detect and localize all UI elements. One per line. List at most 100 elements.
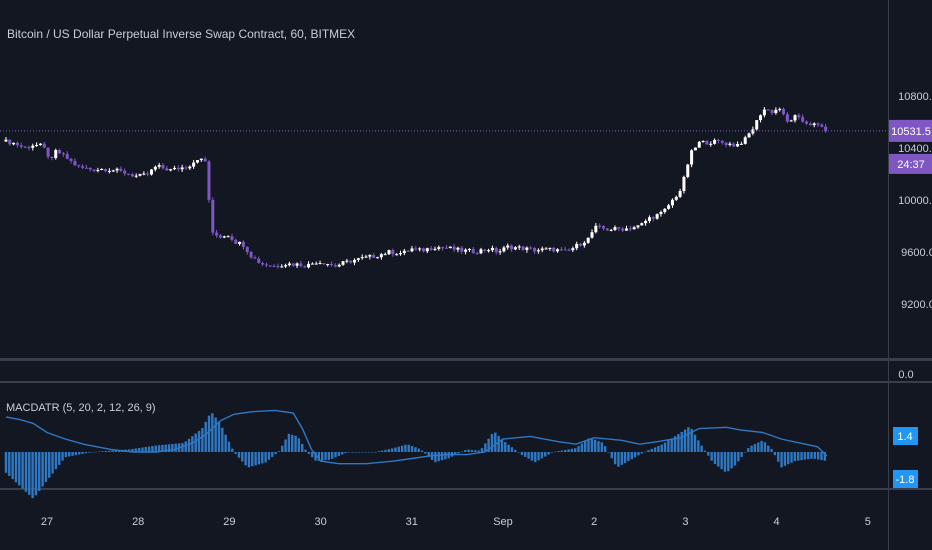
- histogram-bar: [161, 444, 164, 452]
- countdown-badge-text: 24:37: [897, 159, 925, 171]
- histogram-bar: [673, 436, 677, 452]
- candle-body: [437, 247, 441, 249]
- histogram-bar: [377, 451, 380, 452]
- histogram-bar: [284, 439, 287, 452]
- histogram-bar: [683, 429, 687, 452]
- candle-body: [176, 167, 180, 170]
- candle-body: [146, 173, 150, 175]
- candle-body: [716, 139, 720, 141]
- candle-body: [598, 225, 602, 227]
- candle-body: [640, 223, 644, 226]
- candle-body: [682, 176, 686, 192]
- candle-body: [697, 141, 701, 148]
- candle-body: [441, 247, 445, 249]
- candle-body: [15, 142, 19, 146]
- histogram-bar: [107, 450, 111, 452]
- histogram-bar: [281, 445, 284, 452]
- candle-body: [797, 115, 801, 118]
- histogram-bar: [470, 449, 474, 452]
- candle-body: [724, 142, 728, 145]
- candle-body: [211, 199, 215, 233]
- histogram-bar: [713, 452, 717, 465]
- histogram-bar: [291, 434, 294, 452]
- histogram-bar: [807, 452, 810, 460]
- histogram-bar: [780, 452, 783, 468]
- histogram-bar: [520, 452, 524, 455]
- candle-body: [184, 167, 188, 169]
- histogram-bar: [720, 452, 723, 470]
- candle-body: [272, 265, 276, 267]
- candle-body: [215, 232, 219, 236]
- histogram-bar: [620, 452, 623, 465]
- histogram-bar: [627, 452, 630, 462]
- candle-body: [410, 248, 414, 252]
- candle-body: [12, 142, 16, 145]
- indicator-lower-badge: [893, 470, 918, 488]
- candle-body: [50, 156, 54, 158]
- candle-body: [395, 254, 399, 256]
- histogram-bar: [374, 451, 377, 453]
- histogram-bar: [680, 431, 683, 452]
- histogram-bar: [554, 451, 557, 453]
- histogram-bar: [434, 452, 437, 463]
- candle-body: [475, 252, 479, 254]
- candle-body: [460, 247, 464, 252]
- candle-body: [429, 248, 433, 250]
- candle-body: [444, 247, 448, 249]
- histogram-bar: [670, 438, 673, 452]
- histogram-bar: [424, 452, 427, 454]
- candle-body: [816, 123, 820, 125]
- histogram-bar: [171, 443, 174, 452]
- candle-body: [42, 143, 46, 148]
- candle-body: [471, 248, 475, 253]
- histogram-bar: [563, 449, 567, 452]
- candle-body: [770, 110, 774, 114]
- candle-body: [510, 245, 514, 250]
- candle-body: [824, 126, 828, 132]
- candle-body: [299, 263, 303, 267]
- candle-body: [107, 170, 111, 172]
- candle-body: [326, 264, 330, 266]
- histogram-bar: [457, 452, 460, 454]
- histogram-bar: [311, 452, 314, 458]
- histogram-bar: [494, 432, 497, 452]
- histogram-bar: [623, 452, 627, 463]
- histogram-bar: [181, 443, 184, 452]
- histogram-bar: [94, 451, 98, 453]
- candle-body: [632, 227, 636, 230]
- candle-body: [728, 143, 732, 145]
- candle-body: [249, 252, 253, 258]
- candle-body: [38, 143, 42, 146]
- candle-body: [720, 140, 724, 143]
- histogram-bar: [61, 452, 64, 461]
- histogram-bar: [400, 445, 404, 452]
- candle-body: [502, 247, 506, 252]
- candle-body: [291, 263, 295, 266]
- candle-body: [73, 160, 77, 166]
- histogram-bar: [31, 452, 34, 499]
- histogram-bar: [647, 450, 650, 452]
- histogram-bar: [247, 452, 251, 468]
- price-tick-label: 9200.0: [901, 299, 932, 311]
- histogram-bar: [800, 452, 803, 461]
- histogram-bar: [91, 452, 94, 453]
- candle-body: [65, 153, 69, 159]
- histogram-bar: [793, 452, 797, 462]
- candle-body: [785, 114, 789, 122]
- histogram-bar: [580, 443, 584, 452]
- time-tick-label: 28: [132, 516, 144, 528]
- histogram-bar: [530, 452, 534, 461]
- time-tick-label: 2: [591, 516, 597, 528]
- indicator-label: MACDATR (5, 20, 2, 12, 26, 9): [6, 402, 156, 414]
- histogram-bar: [297, 438, 301, 452]
- candle-body: [567, 249, 571, 251]
- histogram-bar: [777, 452, 780, 462]
- histogram-bar: [484, 443, 487, 452]
- histogram-bar: [314, 452, 317, 461]
- candle-body: [789, 120, 793, 122]
- candle-body: [525, 247, 529, 250]
- candle-body: [820, 124, 824, 127]
- histogram-bar: [330, 452, 334, 459]
- histogram-bar: [757, 442, 760, 452]
